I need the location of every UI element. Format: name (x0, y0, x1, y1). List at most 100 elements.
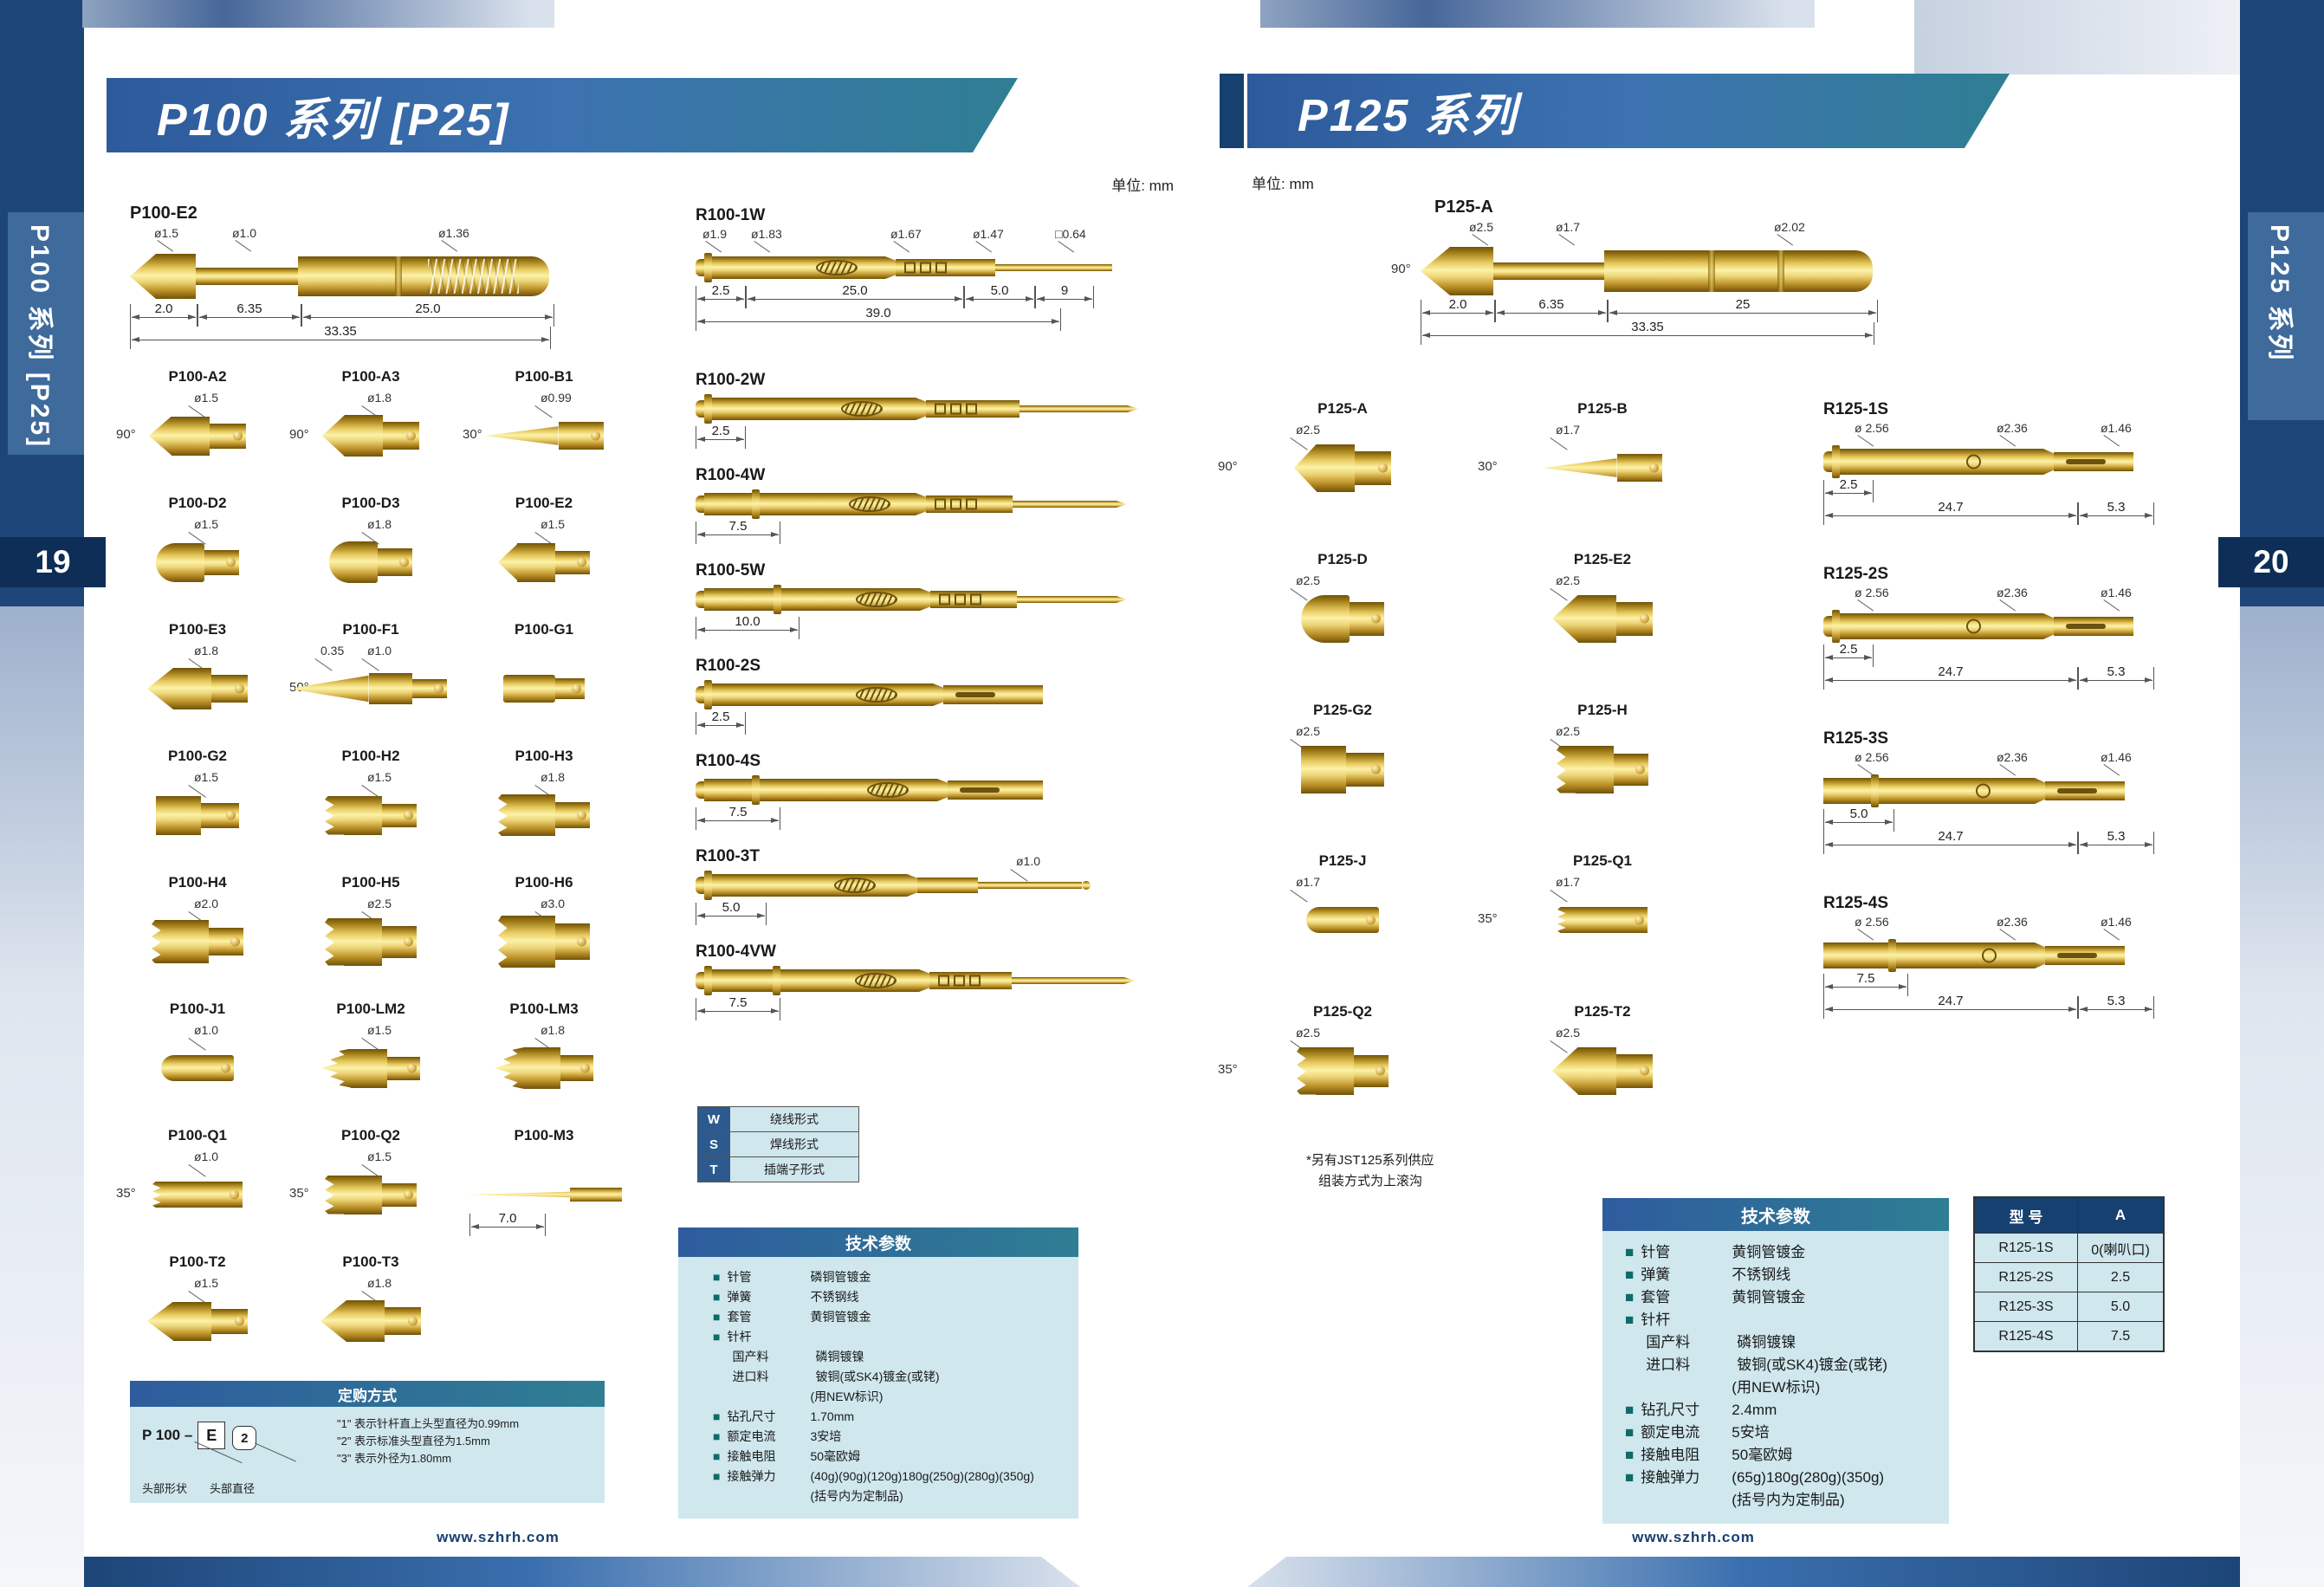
diameter-labels-row: ø 2.56 ø2.36 ø1.46 (1823, 421, 2230, 444)
dimension-line (1497, 310, 1606, 315)
angle-label: 30° (1478, 459, 1498, 474)
probe-drawing: ø2.5 (1213, 570, 1473, 667)
model-table: 型 号 A R125-1S 0(喇叭口) R125-2S 2.5 R125-3S 5.0 R12… (1973, 1196, 2165, 1352)
probe-glyph (696, 394, 1138, 424)
left-page-number: 19 (0, 537, 106, 587)
probe-piece (204, 549, 239, 575)
dimension-label: 2.0 (1448, 297, 1467, 312)
dimension-label: 5.3 (2107, 664, 2126, 679)
tube-hole (233, 431, 243, 441)
tech-value: 磷铜镀镍 (1737, 1334, 1796, 1351)
dimension-label: 33.35 (1631, 320, 1664, 334)
tech-row: ■ 针管 黄铜管镀金 (1625, 1241, 1940, 1264)
diameter-label: ø 2.56 (1855, 915, 1889, 929)
probe-piece (382, 803, 417, 827)
tip-cell-right: P125-G2 ø2.5 (1213, 702, 1473, 852)
tech-label: 接触电阻 (1641, 1447, 1700, 1463)
dimension-label: 7.5 (728, 995, 748, 1010)
tip-cell-right: P125-H ø2.5 (1473, 702, 1732, 852)
wst-key: W (698, 1107, 730, 1131)
probe-drawing: 50°ø1.00.35 (284, 640, 457, 737)
dimension-line (1825, 677, 2076, 683)
probe-piece (696, 591, 704, 608)
hatch-mark (856, 592, 898, 607)
tech-value: (用NEW标识) (1732, 1379, 1821, 1396)
probe-piece (1294, 444, 1317, 492)
r-drawing-title: R125-1S (1823, 400, 1888, 418)
probe-drawing (457, 640, 631, 737)
diameter-callout: ø1.5 (367, 770, 392, 784)
order-box-title: 定购方式 (130, 1381, 605, 1407)
model-cell-a: 7.5 (2110, 1328, 2131, 1344)
tech-row: ■(用NEW标识) (713, 1387, 1070, 1407)
probe-drawing: ø1.5 (284, 767, 457, 864)
diameter-callout: ø1.5 (194, 1276, 219, 1290)
angle-label: 35° (116, 1186, 136, 1201)
probe-title: P100-D3 (341, 495, 400, 511)
order-code-diagram: P 100 – E 2 头部形状 头部直径 (142, 1415, 337, 1496)
dimension-row: 7.0 (469, 1211, 546, 1236)
dimension-segment: 2.0 (130, 301, 197, 327)
probe-glyph (295, 673, 447, 704)
dimension-label: 2.5 (1839, 642, 1858, 657)
dimension-row: 7.5 (696, 995, 1137, 1020)
angle-label: 35° (289, 1186, 309, 1201)
tech-value: 黄铜管镀金 (1732, 1244, 1806, 1260)
probe-piece (696, 686, 704, 703)
tech-value: (65g)180g(280g)(350g) (1732, 1469, 1885, 1486)
left-footer-url: www.szhrh.com (437, 1529, 560, 1545)
probe-glyph (147, 668, 248, 709)
dimension-label: 7.5 (728, 519, 748, 534)
probe-title: P100-A3 (341, 368, 400, 385)
bullet-icon: ■ (713, 1290, 721, 1304)
dimension-label: 2.0 (154, 301, 173, 316)
probe-glyph (149, 416, 246, 456)
tube-hole (408, 1316, 418, 1326)
r-drawing-title: R100-4W (696, 466, 766, 484)
dimension-line (697, 1008, 779, 1014)
diameter-label: ø1.46 (2101, 750, 2132, 764)
tech-value: 50毫欧姆 (810, 1449, 861, 1463)
tech-label: 针杆 (1641, 1312, 1671, 1328)
probe-piece (1117, 596, 1127, 603)
tech-label: 套管 (1641, 1289, 1671, 1305)
probe-piece (1616, 454, 1662, 482)
right-footer-url: www.szhrh.com (1632, 1529, 1755, 1545)
probe-piece (704, 493, 752, 515)
probe-drawing: ø2.5 (1213, 721, 1473, 818)
probe-piece (517, 794, 555, 836)
probe-piece (147, 1301, 173, 1341)
probe-piece (704, 779, 752, 801)
model-cell-a: 0(喇叭口) (2091, 1242, 2150, 1258)
probe-title: P100-B1 (515, 368, 573, 385)
diameter-callout: ø1.8 (194, 644, 219, 657)
tip-cell-left: P100-E3 ø1.8 (111, 621, 284, 748)
r-drawing-title: R125-4S (1823, 894, 1888, 912)
bullet-icon: ■ (713, 1310, 721, 1324)
probe-piece (1017, 596, 1117, 603)
probe-glyph (329, 541, 412, 583)
probe-piece (781, 588, 920, 611)
crimp-boxes (935, 403, 977, 415)
probe-glyph (325, 795, 417, 835)
probe-piece (2035, 778, 2045, 804)
probe-piece (760, 779, 937, 801)
probe-drawing: ø1.5 (111, 1273, 284, 1370)
tube-hole (1648, 463, 1659, 473)
probe-piece (712, 874, 907, 897)
probe-piece (1616, 1053, 1653, 1088)
probe-drawing: ø1.5 (457, 514, 631, 611)
tech-row: ■ 针管 磷铜管镀金 (713, 1267, 1070, 1287)
probe-glyph (1301, 745, 1384, 794)
dimension-row-2: 24.7 5.3 (1823, 500, 2204, 525)
main-drawing-p100-e2: P100-E2 ø1.5 ø1.0 ø1.36 2.0 6.35 25.0 33.35 (130, 204, 580, 349)
probe-piece (170, 1182, 243, 1208)
r-glyph-wrap (1823, 444, 2204, 480)
probe-glyph (696, 253, 1112, 282)
probe-piece (1578, 594, 1616, 643)
probe-title: P125-A (1317, 400, 1368, 417)
dimension-line (303, 314, 553, 320)
probe-piece (919, 969, 929, 992)
probe-glyph (696, 871, 1091, 900)
